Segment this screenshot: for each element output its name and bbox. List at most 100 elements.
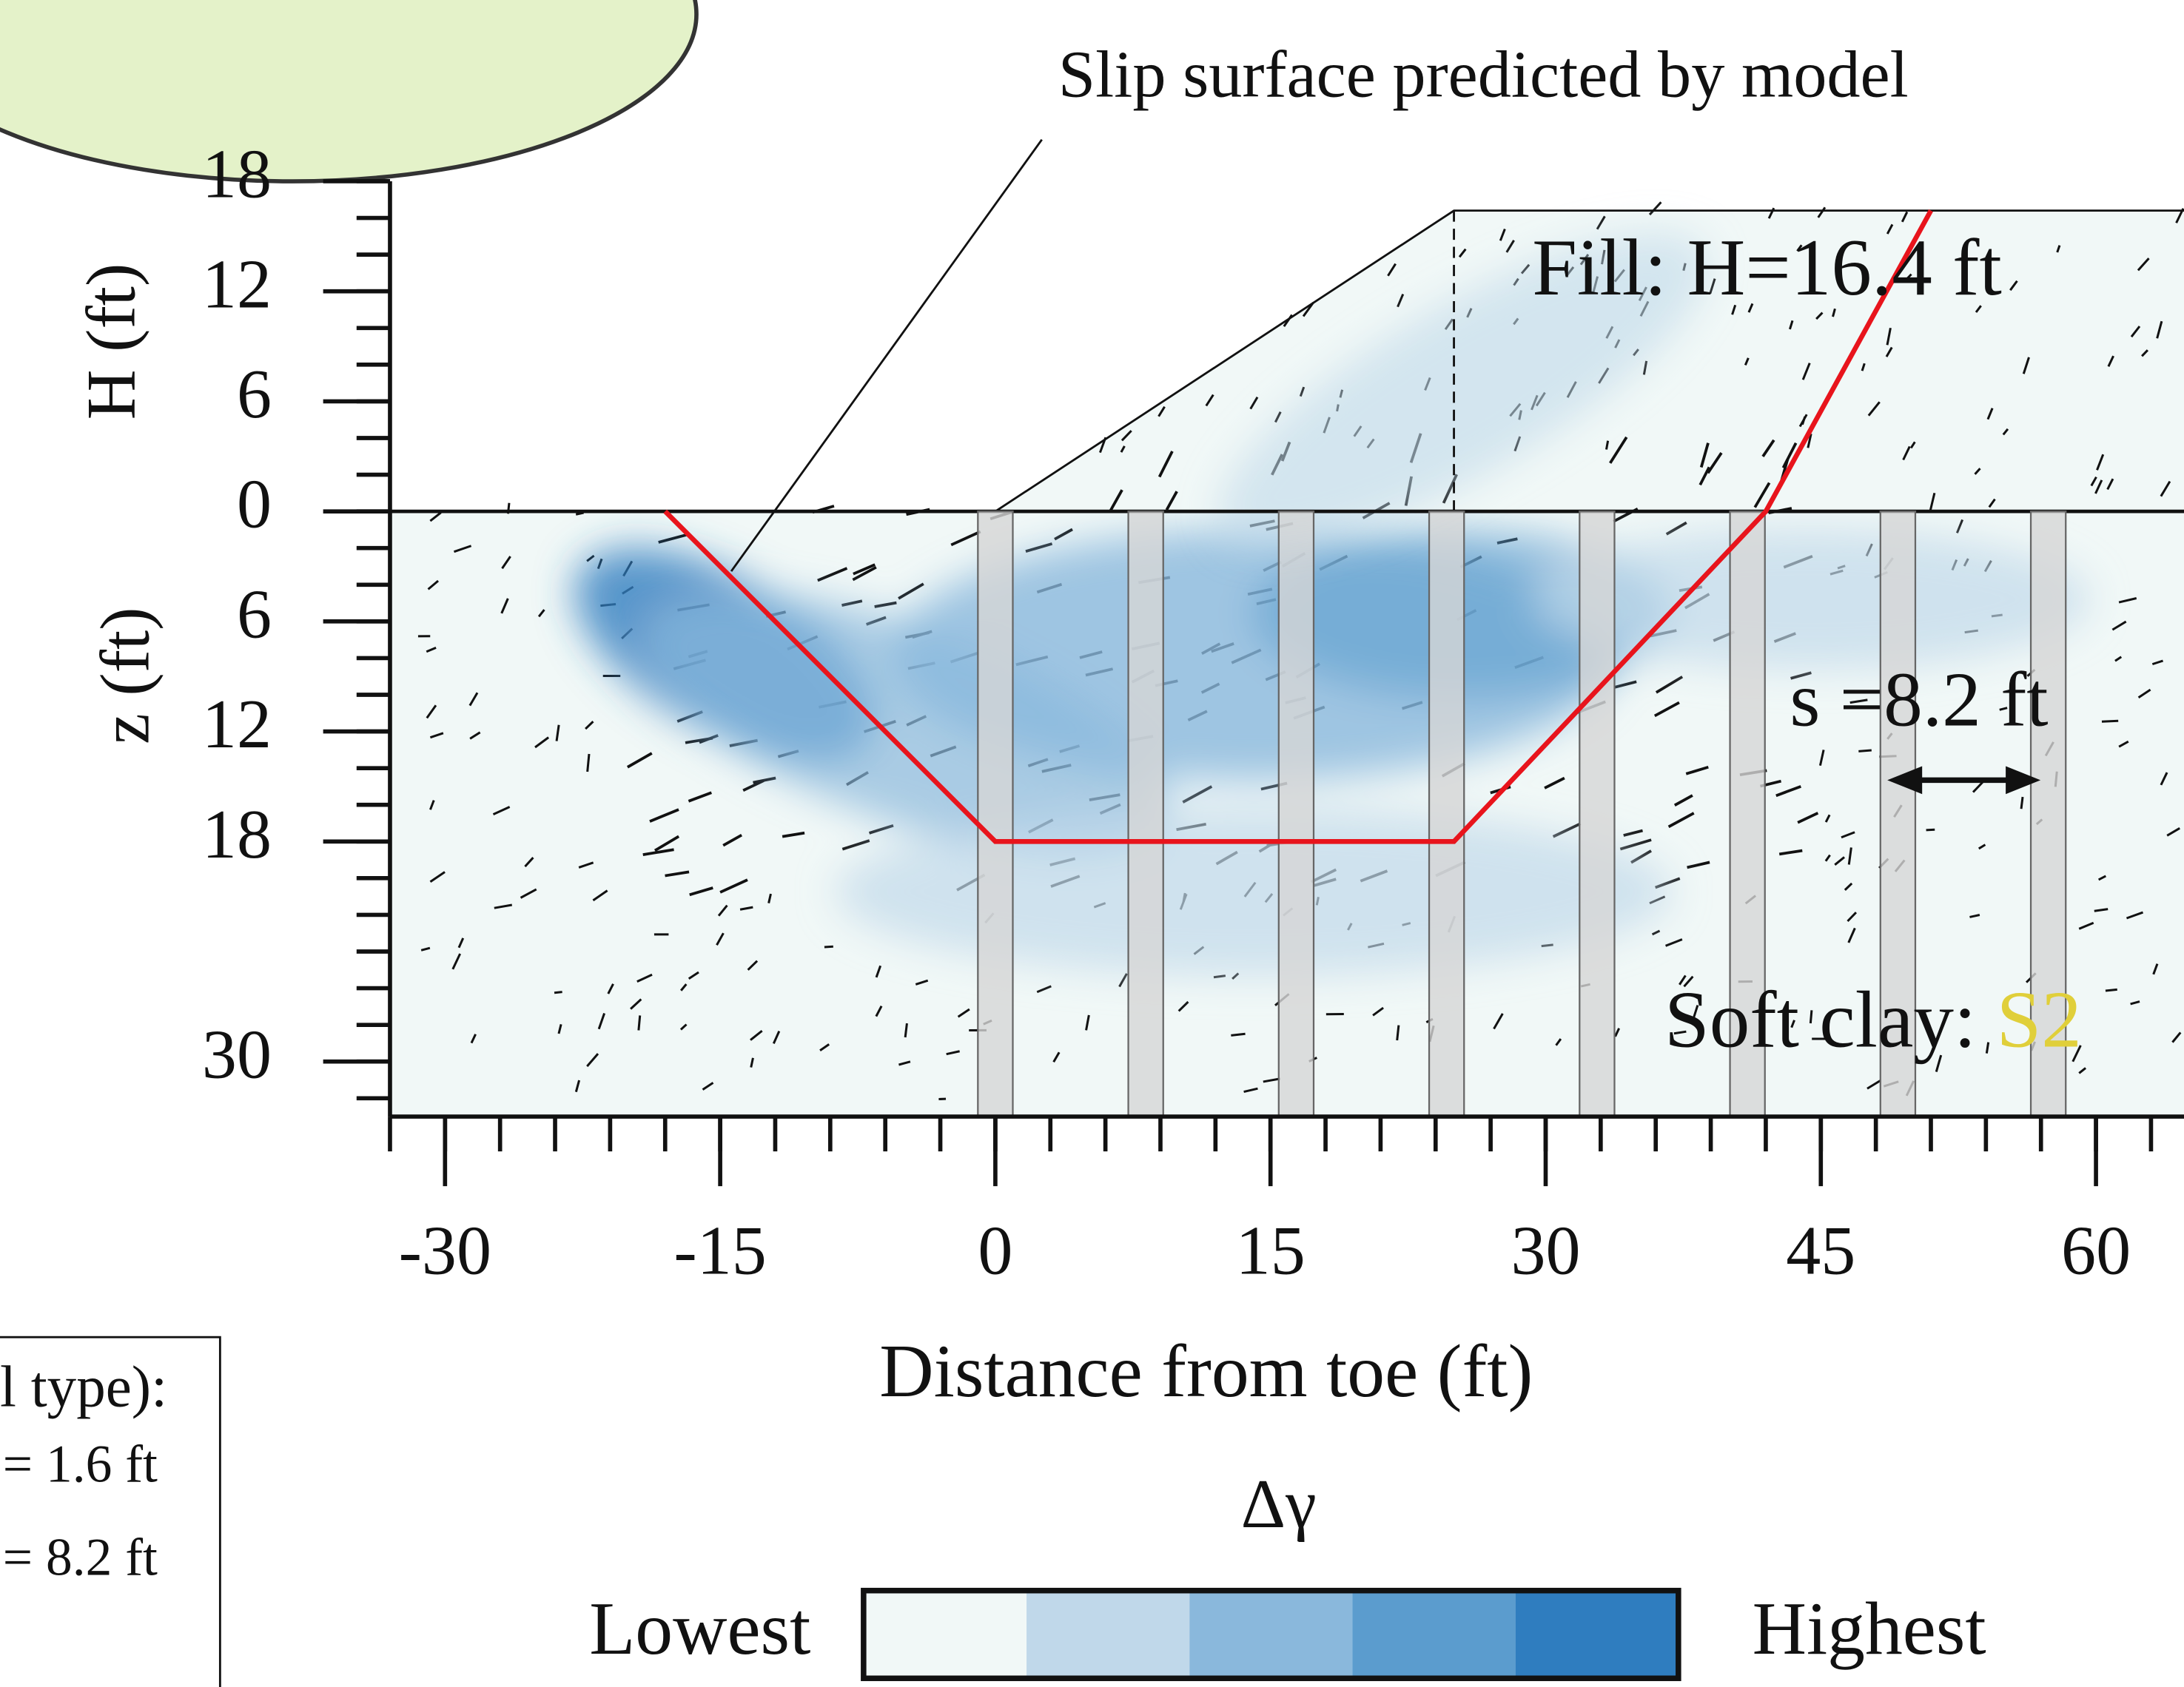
vector (2020, 796, 2024, 809)
vector (1978, 844, 1986, 850)
vector (586, 554, 595, 562)
vector (2160, 772, 2168, 786)
vector (2078, 1067, 2087, 1074)
y-tick-label: 30 (202, 1016, 272, 1093)
vector (1699, 466, 1711, 486)
slip-surface (663, 209, 1933, 844)
vector (1673, 1030, 1687, 1035)
vector (1801, 363, 1811, 380)
vector (1673, 794, 1693, 807)
y-axis-label-lower: z (ft) (87, 607, 164, 744)
vector (1867, 1079, 1882, 1090)
vector (739, 906, 753, 911)
vector (1824, 814, 1831, 823)
vector (1886, 223, 1894, 235)
vector (1731, 304, 1737, 315)
vector (1025, 542, 1053, 553)
vector (429, 732, 444, 739)
vector (1817, 206, 1827, 218)
fill-label: Fill: H=16.4 ft (1532, 223, 2002, 312)
x-tick-label: -15 (673, 1212, 766, 1289)
vector (957, 1008, 970, 1018)
vector (1544, 776, 1565, 789)
vector (852, 565, 877, 582)
vector (1642, 360, 1648, 375)
vector (1709, 278, 1716, 294)
vector (1834, 856, 1845, 866)
vector (607, 983, 614, 994)
vector (1387, 263, 1397, 277)
vector (1988, 498, 1996, 508)
vector (904, 1023, 908, 1038)
vector (658, 533, 689, 544)
column (1277, 511, 1315, 1118)
vector (2114, 656, 2123, 662)
y-axis-label-upper: H (ft) (73, 263, 150, 420)
vector (1555, 1038, 1562, 1046)
vector (1109, 489, 1123, 512)
vector (592, 889, 608, 902)
vector (1036, 985, 1052, 994)
vector (1054, 528, 1073, 541)
vector (702, 1082, 714, 1091)
vector (2137, 688, 2151, 699)
y-tick-label: 12 (202, 246, 272, 323)
vector (841, 839, 870, 851)
vector (1969, 914, 1980, 918)
vector (453, 545, 472, 553)
x-tick-label: -30 (399, 1212, 491, 1289)
vector (1847, 847, 1852, 865)
vector (537, 609, 545, 618)
vector (1775, 785, 1801, 798)
colorbar-swatch (1189, 1590, 1353, 1679)
vector (2118, 740, 2129, 748)
vector (492, 806, 511, 816)
vector (1832, 308, 1836, 317)
vector (585, 721, 594, 730)
annotation-leader (730, 138, 1043, 572)
vector (1844, 882, 1853, 891)
vector (950, 530, 981, 547)
y-tick-label: 18 (202, 796, 272, 873)
vector (1653, 701, 1680, 718)
x-tick-label: 15 (1236, 1212, 1306, 1289)
vector (1613, 680, 1637, 689)
column (2029, 511, 2067, 1118)
vector (1609, 436, 1628, 464)
vector (1665, 521, 1687, 536)
vector (1985, 1042, 1990, 1054)
y-tick-label: 0 (237, 466, 272, 543)
vector (750, 1057, 754, 1068)
vector (782, 831, 805, 838)
vector (429, 800, 435, 810)
vector (817, 567, 848, 582)
vector (722, 833, 743, 847)
colorbar-swatch (863, 1590, 1027, 1679)
vector (915, 979, 929, 986)
vector (1157, 405, 1166, 417)
vector (574, 1080, 581, 1093)
vector (554, 991, 562, 994)
vector (470, 1034, 477, 1044)
vector (500, 598, 509, 614)
colorbar (861, 1587, 1681, 1682)
vector (2072, 1045, 2082, 1063)
x-tick-label: 0 (978, 1212, 1012, 1289)
vector (1788, 320, 1794, 330)
vector (1182, 785, 1213, 804)
vector (1902, 445, 1911, 461)
vector (1796, 244, 1803, 252)
vector (429, 511, 442, 522)
vector (555, 724, 560, 741)
vector (1118, 973, 1128, 988)
vector (2166, 826, 2180, 837)
vector (2090, 476, 2097, 487)
vector (1986, 408, 1994, 420)
vector (1975, 305, 1982, 313)
y-tick-label: 12 (202, 686, 272, 763)
vector (2009, 280, 2018, 292)
vector (1861, 363, 1866, 371)
vector (520, 888, 537, 899)
x-axis-label: Distance from toe (ft) (879, 1329, 1533, 1412)
vector (824, 945, 833, 949)
